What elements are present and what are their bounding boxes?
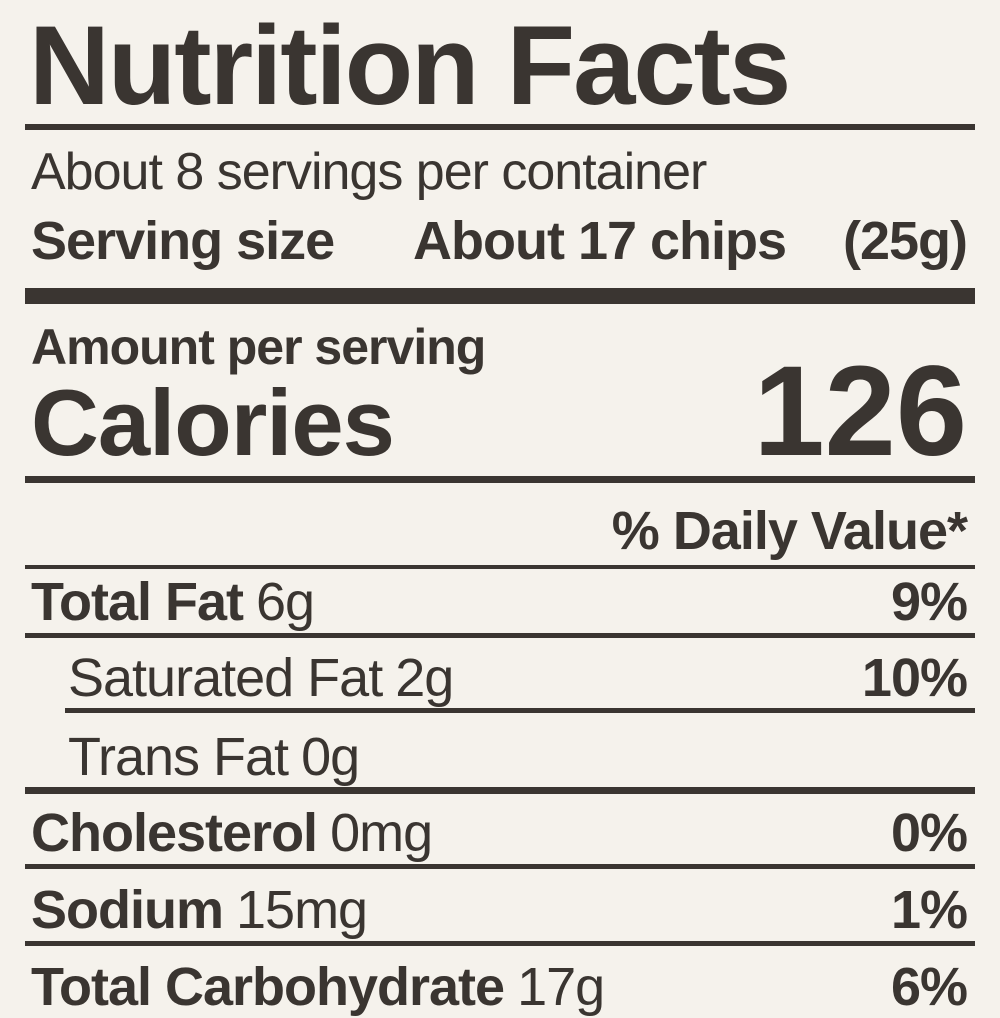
divider-below-title [25, 124, 975, 130]
nutrient-name: Total Fat [31, 572, 244, 632]
nutrient-amount: 6g [255, 572, 315, 632]
nutrient-row-total-fat: Total Fat 6g 9% [25, 571, 975, 633]
nutrition-facts-label: Nutrition Facts About 8 servings per con… [0, 10, 1000, 1018]
nutrient-row-total-carbohydrate: Total Carbohydrate 17g 6% [25, 956, 975, 1018]
nutrient-text: Total Fat 6g [31, 571, 315, 633]
nutrient-row-saturated-fat: Saturated Fat 2g 10% [25, 648, 975, 708]
label-title: Nutrition Facts [29, 3, 791, 128]
serving-size-row: Serving size About 17 chips (25g) [31, 210, 975, 272]
calories-row: Calories 126 [25, 348, 975, 476]
amount-per-serving-label: Amount per serving [31, 319, 486, 375]
divider-below-calories [25, 476, 975, 483]
servings-per-container-text: About 8 servings per container [31, 143, 707, 201]
nutrient-name: Sodium [31, 880, 224, 940]
nutrient-daily-value: 6% [890, 957, 968, 1017]
nutrient-row-cholesterol: Cholesterol 0mg 0% [25, 802, 975, 864]
nutrient-amount: 17g [517, 957, 605, 1017]
nutrient-text: Saturated Fat 2g [68, 648, 454, 708]
calories-label: Calories [31, 370, 395, 475]
nutrient-row-trans-fat: Trans Fat 0g [25, 727, 975, 787]
divider-below-trans-fat [25, 787, 975, 794]
nutrient-name: Trans Fat [68, 727, 289, 787]
serving-size-weight: (25g) [842, 211, 968, 271]
nutrient-daily-value: 9% [890, 572, 968, 632]
nutrient-daily-value: 1% [890, 880, 968, 940]
nutrient-row-sodium: Sodium 15mg 1% [25, 879, 975, 941]
nutrient-amount: 0g [301, 727, 360, 787]
nutrient-daily-value: 10% [861, 648, 968, 708]
nutrient-name: Total Carbohydrate [31, 957, 505, 1017]
nutrient-text: Total Carbohydrate 17g [31, 956, 605, 1018]
nutrient-name: Cholesterol [31, 803, 318, 863]
daily-value-header: % Daily Value* [611, 501, 968, 561]
nutrient-amount: 0mg [330, 803, 433, 863]
nutrient-amount: 15mg [236, 880, 368, 940]
nutrient-amount: 2g [395, 648, 454, 708]
nutrient-text: Trans Fat 0g [68, 727, 360, 787]
divider-below-total-fat [25, 633, 975, 638]
divider-below-sodium [25, 941, 975, 946]
nutrient-name: Saturated Fat [68, 648, 383, 708]
nutrient-text: Cholesterol 0mg [31, 802, 433, 864]
nutrient-daily-value: 0% [890, 803, 968, 863]
serving-size-value: About 17 chips [413, 211, 787, 271]
serving-size-label: Serving size [31, 211, 335, 271]
nutrient-text: Sodium 15mg [31, 879, 368, 941]
thick-bar-divider [25, 288, 975, 304]
divider-below-saturated-fat [65, 708, 975, 713]
divider-below-cholesterol [25, 864, 975, 869]
divider-below-daily-value-header [25, 565, 975, 569]
calories-value: 126 [753, 340, 967, 483]
